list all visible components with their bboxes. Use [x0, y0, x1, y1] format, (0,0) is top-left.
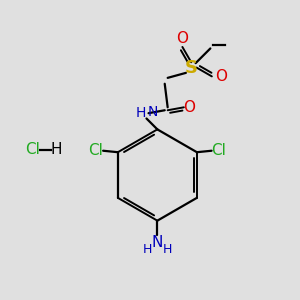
Text: S: S [185, 58, 198, 76]
Text: O: O [176, 31, 188, 46]
Text: N: N [147, 105, 158, 119]
Text: N: N [152, 235, 163, 250]
Text: H: H [136, 106, 146, 120]
Text: Cl: Cl [25, 142, 40, 158]
Text: Cl: Cl [88, 143, 103, 158]
Text: H: H [142, 243, 152, 256]
Text: Cl: Cl [212, 143, 226, 158]
Text: O: O [215, 69, 227, 84]
Text: H: H [51, 142, 62, 158]
Text: O: O [183, 100, 195, 115]
Text: H: H [163, 243, 172, 256]
